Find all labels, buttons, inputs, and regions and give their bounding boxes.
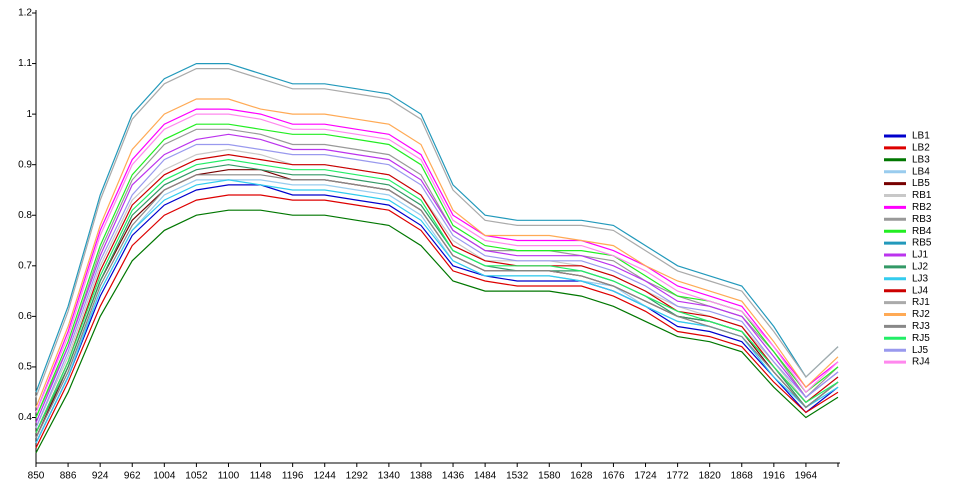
legend-label: LJ1 [912,250,929,261]
x-tick-label: 1964 [795,471,818,482]
series-line [35,98,839,408]
legend-label: LB4 [912,166,930,177]
x-tick-label: 1100 [218,471,240,482]
y-tick-label: 1 [26,109,32,120]
y-tick-label: 0.5 [18,362,32,373]
series-line [35,153,839,433]
x-tick-label: 1052 [185,471,208,482]
legend-label: RJ1 [912,297,930,308]
x-tick-label: 962 [124,471,141,482]
x-tick-label: 1292 [346,471,369,482]
x-tick-label: 1916 [763,471,786,482]
series-line [35,113,839,413]
x-tick-label: 1340 [378,471,401,482]
legend-label: LJ2 [912,262,929,273]
y-tick-label: 0.7 [18,260,32,271]
legend-label: LJ4 [912,285,929,296]
legend-label: LB3 [912,154,930,165]
x-tick-label: 850 [28,471,45,482]
series-line [35,174,839,438]
legend-label: LB2 [912,143,930,154]
legend-label: RJ4 [912,357,930,368]
x-tick-label: 1676 [602,471,625,482]
x-tick-label: 1868 [731,471,754,482]
x-tick-label: 1388 [410,471,433,482]
y-tick-label: 1.1 [18,58,32,69]
legend-label: LJ3 [912,273,929,284]
x-tick-label: 1196 [282,471,304,482]
series-line [35,209,839,454]
x-tick-label: 1244 [314,471,337,482]
series-line [35,158,839,433]
series-line [35,143,839,428]
legend-label: RB5 [912,238,932,249]
legend-label: RJ5 [912,333,930,344]
x-tick-label: 1628 [570,471,593,482]
x-tick-label: 1532 [506,471,529,482]
series-line [35,148,839,428]
x-tick-label: 886 [60,471,77,482]
series-line [35,184,839,444]
y-tick-label: 0.4 [18,412,32,423]
series-line [35,194,839,449]
series-line [35,63,839,393]
legend-label: RJ3 [912,321,930,332]
series-line [35,123,839,418]
x-tick-label: 924 [92,471,109,482]
y-tick-label: 1.2 [18,8,32,19]
series-line [35,128,839,418]
x-tick-label: 1580 [538,471,561,482]
x-tick-label: 1724 [634,471,657,482]
legend-label: LB1 [912,131,930,142]
x-tick-label: 1148 [250,471,272,482]
series-line [35,179,839,444]
x-tick-label: 1436 [442,471,465,482]
y-tick-label: 0.9 [18,159,32,170]
y-tick-label: 0.6 [18,311,32,322]
x-tick-label: 1484 [474,471,497,482]
legend-label: LJ5 [912,345,929,356]
x-tick-label: 1004 [153,471,176,482]
legend-label: RJ2 [912,309,930,320]
legend-label: RB2 [912,202,932,213]
series-line [35,164,839,433]
series-line [35,108,839,413]
legend-label: LB5 [912,178,930,189]
legend-label: RB1 [912,190,932,201]
y-tick-label: 0.8 [18,210,32,221]
series-line [35,133,839,423]
x-tick-label: 1820 [699,471,722,482]
x-tick-label: 1772 [666,471,689,482]
series-line [35,68,839,398]
legend-label: RB3 [912,214,932,225]
legend-label: RB4 [912,226,932,237]
